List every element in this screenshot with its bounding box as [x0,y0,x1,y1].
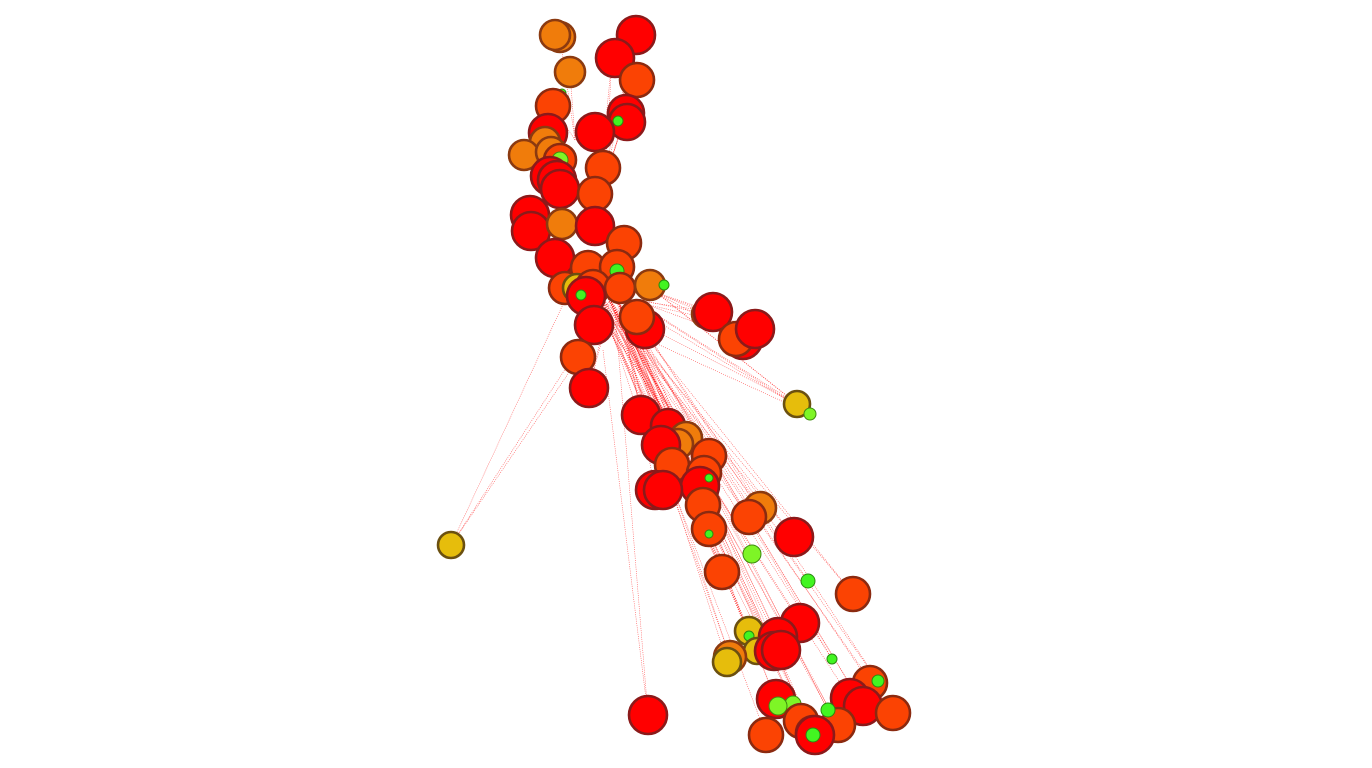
graph-node-lime[interactable] [742,544,762,564]
graph-node-orange[interactable] [545,207,579,241]
graph-edge [604,319,662,446]
graph-node-orange[interactable] [553,55,587,89]
graph-edge [613,293,864,707]
graph-node-red[interactable] [568,367,610,409]
graph-edge [619,304,782,651]
graph-node-yellow[interactable] [436,530,466,560]
graph-node-red-orange[interactable] [603,271,637,305]
graph-node-red[interactable] [642,469,684,511]
graph-node-green[interactable] [575,289,587,301]
graph-node-orange[interactable] [538,18,572,52]
graph-node-red-orange[interactable] [834,575,872,613]
graph-node-red[interactable] [760,629,802,671]
graph-edge [602,349,649,716]
graph-node-red-orange[interactable] [703,553,741,591]
graph-node-red-orange[interactable] [618,298,656,336]
graph-edge [604,319,750,518]
graph-node-green[interactable] [871,674,885,688]
graph-node-green[interactable] [800,573,816,589]
graph-edge [619,304,673,466]
graph-edge [614,309,879,682]
graph-node-lime[interactable] [768,696,788,716]
graph-edge [599,294,710,457]
graph-edge [639,301,744,341]
graph-node-yellow[interactable] [711,646,743,678]
graph-edge [609,299,795,538]
edges-layer [450,34,894,736]
graph-node-green[interactable] [658,279,670,291]
graph-node-red[interactable] [773,516,815,558]
nodes-layer [436,14,912,756]
graph-node-red[interactable] [574,111,616,153]
graph-node-green[interactable] [820,702,836,718]
graph-edge [450,299,566,546]
graph-node-red[interactable] [574,205,616,247]
graph-edge [639,304,811,415]
graph-edge [619,304,779,638]
graph-node-red[interactable] [692,291,734,333]
graph-edge [618,303,854,595]
graph-edge [619,304,809,582]
graph-node-red[interactable] [573,304,615,346]
graph-edge [639,303,798,405]
graph-node-green[interactable] [612,115,624,127]
graph-node-yellow[interactable] [782,389,812,419]
graph-node-green[interactable] [826,653,838,665]
graph-node-red-orange[interactable] [618,61,656,99]
graph-node-green[interactable] [704,473,714,483]
graph-node-red-orange[interactable] [874,694,912,732]
graph-node-red-orange[interactable] [730,498,768,536]
graph-edge [559,36,576,141]
graph-edge [623,298,761,509]
graph-edge [618,303,833,660]
graph-edge [569,71,576,141]
graph-node-red[interactable] [539,168,581,210]
graph-node-red[interactable] [627,694,669,736]
graph-node-green[interactable] [805,727,821,743]
graph-edge [614,309,649,716]
graph-node-red-orange[interactable] [690,510,728,548]
graph-edge [604,319,851,699]
graph-node-green[interactable] [704,529,714,539]
graph-node-red[interactable] [734,308,776,350]
graph-edge [639,299,707,315]
graph-node-red-orange[interactable] [747,716,785,754]
graph-edge [623,298,879,682]
graph-edge [603,288,775,652]
graph-node-lime[interactable] [803,407,817,421]
